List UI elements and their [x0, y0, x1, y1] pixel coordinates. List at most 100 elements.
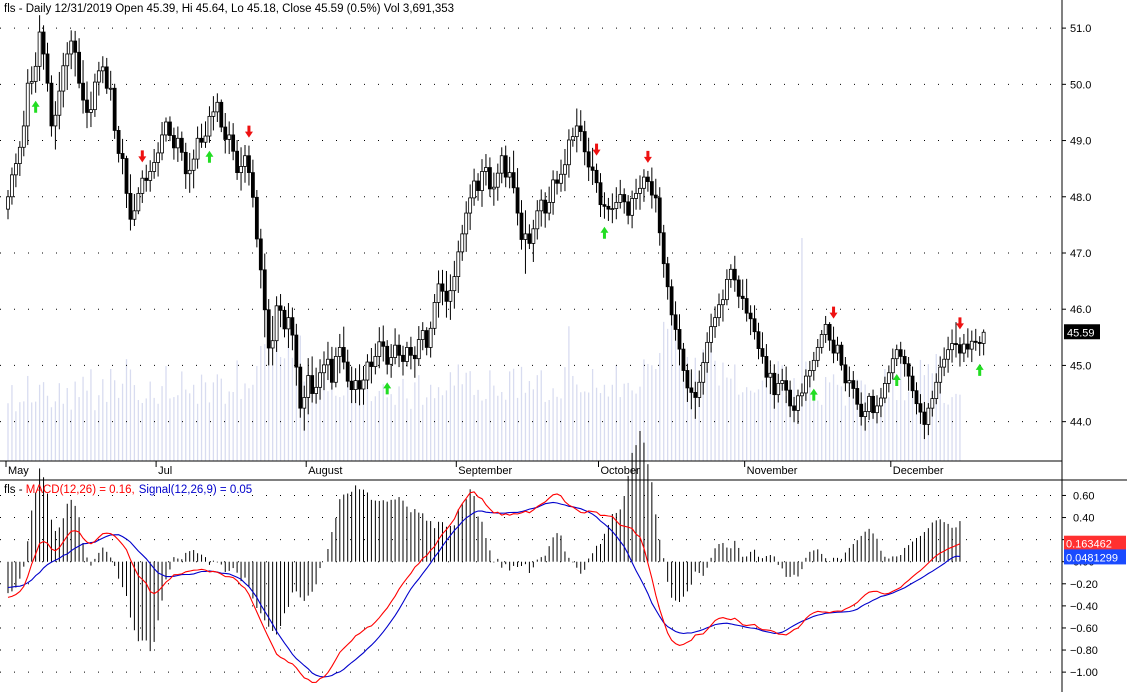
candle-body	[669, 286, 674, 316]
candle-body	[10, 174, 14, 198]
candle	[772, 364, 777, 409]
candle-body	[112, 87, 117, 131]
candle	[310, 356, 315, 403]
candle-body	[772, 372, 777, 396]
month-label: October	[601, 465, 640, 477]
candle	[219, 99, 224, 133]
candle-body	[136, 192, 141, 212]
candle-body	[385, 345, 390, 365]
candle	[701, 352, 706, 395]
candle	[120, 138, 125, 175]
candle-body	[657, 197, 662, 234]
candle	[804, 369, 808, 401]
candle	[61, 52, 66, 108]
candle	[851, 371, 856, 399]
candle-body	[349, 380, 354, 391]
candle	[448, 274, 453, 320]
signal-value-label: 0.0481299	[1066, 552, 1118, 564]
candle-body	[886, 372, 891, 384]
candle	[594, 163, 599, 193]
candle	[322, 351, 326, 391]
macd-value-tag	[1064, 535, 1126, 551]
candle-body	[665, 263, 670, 288]
candle	[954, 322, 958, 358]
candle	[567, 129, 571, 178]
candle-body	[444, 290, 449, 302]
candle	[420, 322, 425, 351]
candle-body	[954, 343, 958, 346]
candle	[156, 142, 161, 177]
candle	[77, 38, 81, 89]
candle-body	[231, 134, 236, 152]
candle-body	[725, 279, 729, 301]
candle	[385, 340, 390, 375]
candle-body	[373, 356, 378, 367]
candle	[227, 121, 232, 155]
candle	[124, 155, 129, 209]
candle	[669, 279, 674, 326]
price-header: fls - Daily 12/31/2019 Open 45.39, Hi 45…	[4, 3, 454, 15]
candle	[732, 255, 737, 292]
candle	[472, 168, 477, 206]
candle-body	[183, 151, 188, 175]
candle	[515, 168, 520, 226]
candle	[13, 153, 18, 188]
candle	[831, 326, 836, 364]
candle	[559, 159, 563, 192]
last-close-label: 45.59	[1067, 327, 1095, 339]
candle-body	[906, 363, 911, 377]
macd-panel[interactable]: fls - MACD(12,26) = 0.16, Signal(12,26,9)…	[0, 430, 1062, 683]
candle-body	[626, 201, 631, 216]
candle-body	[17, 146, 22, 164]
candle	[883, 376, 887, 404]
candle	[539, 189, 544, 227]
candle-body	[41, 31, 46, 55]
candle-body	[535, 210, 540, 230]
price-tick-label: 44.0	[1070, 417, 1091, 429]
candle	[677, 314, 682, 366]
candle-body	[709, 326, 713, 343]
sell-arrow-icon	[244, 125, 253, 138]
candle	[456, 240, 461, 293]
candle	[389, 344, 394, 378]
macd-axis: −1.00−0.80−0.60−0.40−0.20 0.00 0.20 0.40…	[1062, 490, 1126, 679]
candle	[523, 210, 528, 274]
candle-body	[306, 375, 311, 398]
candle	[247, 145, 251, 186]
candle-body	[326, 358, 330, 366]
candle	[776, 373, 781, 403]
price-panel[interactable]: fls - Daily 12/31/2019 Open 45.39, Hi 45…	[0, 3, 1062, 461]
candle-body	[365, 361, 370, 381]
candle-body	[804, 375, 808, 394]
candle-body	[649, 181, 654, 196]
buy-arrow-icon	[600, 226, 609, 239]
candle-body	[598, 182, 603, 206]
candle-body	[717, 304, 721, 319]
candle-body	[243, 155, 247, 167]
candle	[938, 356, 943, 394]
candle-body	[942, 358, 947, 368]
candle	[815, 339, 820, 368]
candle-body	[570, 136, 575, 141]
candle-body	[914, 390, 919, 405]
candle-body	[333, 356, 338, 383]
candle	[574, 108, 579, 153]
candle	[926, 403, 931, 436]
candle	[673, 301, 678, 341]
candle-body	[958, 344, 962, 354]
candle-body	[45, 53, 50, 84]
candle-body	[250, 172, 255, 198]
candle	[199, 123, 204, 148]
candle-body	[381, 341, 386, 347]
price-axis: 44.0 45.0 46.0 47.0 48.0 49.0 50.0 51.0 45.59	[1062, 23, 1100, 429]
price-tick-label: 46.0	[1070, 304, 1091, 316]
candle	[432, 294, 437, 336]
candle-body	[543, 199, 548, 214]
candle	[547, 186, 552, 221]
candle-body	[879, 397, 883, 407]
candle	[484, 154, 488, 186]
candle	[807, 360, 812, 388]
candle-body	[602, 204, 607, 207]
candle-body	[298, 366, 303, 409]
candle-body	[574, 125, 579, 138]
